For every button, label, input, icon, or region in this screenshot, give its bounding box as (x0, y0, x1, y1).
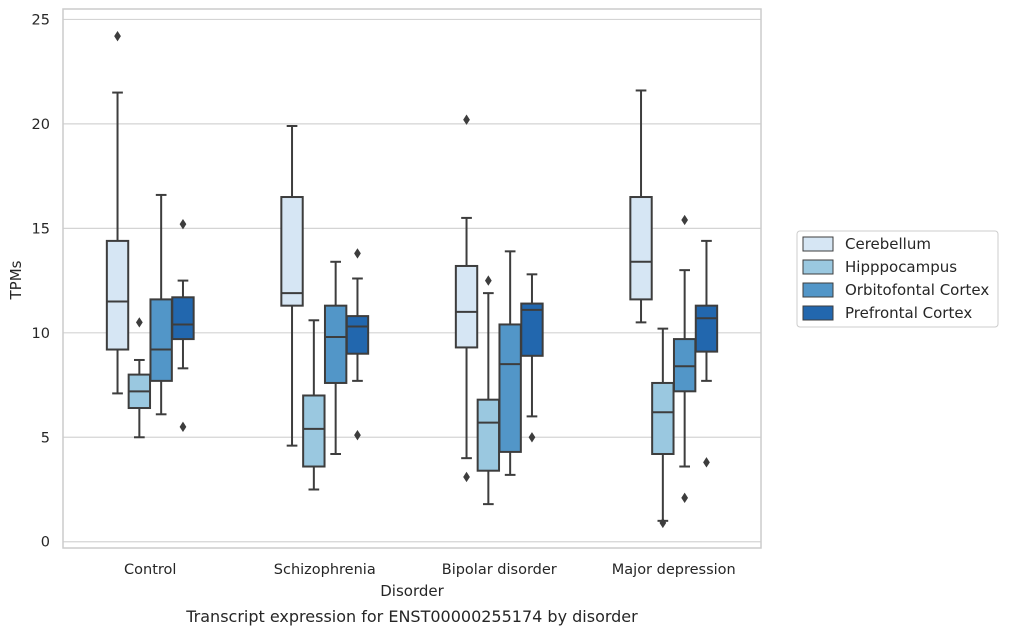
iqr-box (105, 239, 130, 351)
outlier-point (354, 430, 361, 441)
x-tick-label: Bipolar disorder (442, 562, 557, 578)
box-element (323, 260, 348, 455)
series-cerebellum (105, 30, 653, 483)
outlier-point (528, 432, 536, 443)
y-tick-label: 0 (41, 535, 50, 551)
y-tick-label: 5 (41, 430, 50, 446)
outlier-point (659, 517, 667, 529)
y-axis-label: TPMs (7, 260, 25, 300)
series-hipppocampus (127, 275, 675, 529)
outlier-point (135, 317, 143, 328)
chart-caption: Transcript expression for ENST0000025517… (185, 607, 638, 626)
legend-item: Prefrontal Cortex (802, 304, 972, 322)
box-element (345, 248, 370, 441)
box-element (629, 89, 653, 324)
outlier-point (463, 471, 470, 483)
box-element (672, 214, 697, 504)
outlier-point (179, 421, 187, 433)
legend-swatch (802, 259, 834, 275)
x-axis-label: Disorder (380, 582, 444, 600)
iqr-box (302, 394, 326, 468)
legend-label: Hipppocampus (845, 258, 957, 276)
iqr-box (651, 381, 675, 455)
plot-area-frame (62, 8, 762, 549)
iqr-box (454, 264, 479, 349)
outlier-point (463, 114, 470, 125)
box-element (476, 275, 501, 506)
y-tick-label: 20 (32, 117, 50, 133)
legend-item: Orbitofontal Cortex (802, 281, 989, 299)
y-tick-label: 25 (32, 12, 50, 28)
y-tick-label: 15 (32, 221, 50, 237)
iqr-box (694, 304, 719, 353)
iqr-box (323, 304, 348, 384)
outlier-point (681, 214, 689, 226)
box-element (498, 250, 522, 476)
iqr-box (672, 338, 697, 393)
box-element (171, 219, 195, 433)
box-element (651, 327, 675, 529)
box-series (105, 30, 719, 529)
outlier-point (703, 457, 710, 468)
legend-label: Cerebellum (845, 235, 931, 253)
box-element (280, 124, 304, 447)
outlier-point (681, 492, 689, 504)
grid-lines (63, 18, 761, 543)
legend-label: Prefrontal Cortex (845, 304, 972, 322)
iqr-box (345, 315, 370, 355)
x-tick-label: Control (124, 562, 176, 578)
iqr-box (629, 196, 653, 301)
legend-label: Orbitofontal Cortex (845, 281, 989, 299)
iqr-box (280, 196, 304, 307)
legend-swatch (802, 236, 834, 252)
box-element (127, 317, 152, 439)
outlier-point (179, 219, 187, 230)
box-element (302, 319, 326, 491)
legend-item: Hipppocampus (802, 258, 957, 276)
series-orbitofontal-cortex (149, 193, 697, 504)
iqr-box (149, 298, 173, 382)
legend-item: Cerebellum (802, 235, 931, 253)
outlier-point (114, 30, 121, 42)
x-tick-label: Schizophrenia (274, 562, 376, 578)
y-tick-label: 10 (32, 326, 50, 342)
box-element (520, 273, 544, 443)
x-tick-label: Major depression (612, 562, 736, 578)
box-element (454, 114, 479, 483)
iqr-box (476, 398, 501, 472)
box-element (694, 239, 719, 468)
legend-frame (796, 230, 999, 328)
legend-swatch (802, 282, 834, 298)
legend: Cerebellum Hipppocampus Orbitofontal Corte… (796, 230, 999, 328)
y-axis-ticks: 0 5 10 15 20 25 (32, 12, 50, 550)
legend-swatch (802, 305, 834, 321)
iqr-box (520, 302, 544, 357)
iqr-box (498, 323, 522, 453)
series-prefrontal-cortex (171, 219, 719, 468)
iqr-box (171, 296, 195, 341)
box-element (105, 30, 130, 395)
x-axis-ticks: Control Schizophrenia Bipolar disorder Majo… (124, 562, 736, 578)
outlier-point (354, 248, 361, 259)
outlier-point (484, 275, 492, 286)
box-element (149, 193, 173, 416)
